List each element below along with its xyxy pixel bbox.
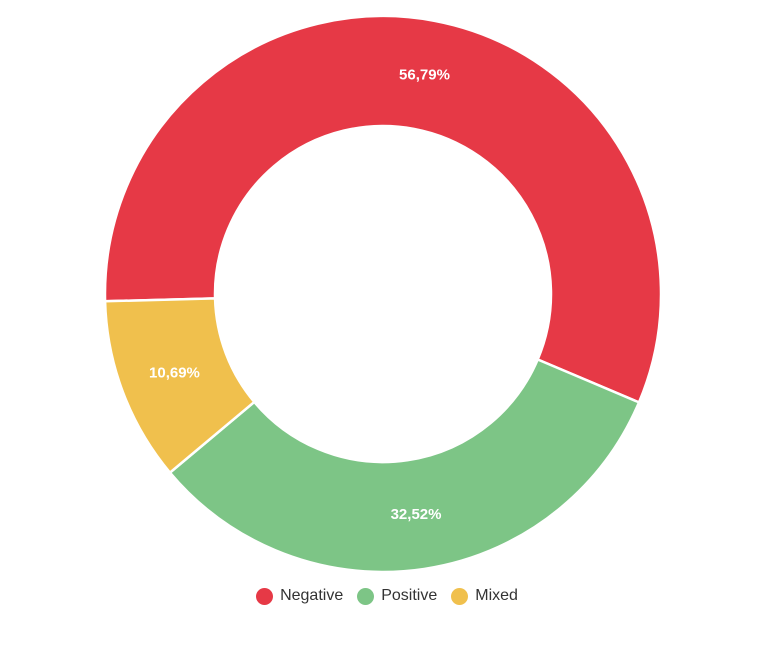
slice-positive[interactable] [168, 357, 641, 574]
legend-item-mixed[interactable]: Mixed [451, 587, 518, 605]
legend-label-positive: Positive [381, 587, 438, 604]
slice-label-negative: 56,79% [399, 66, 450, 83]
slice-negative[interactable] [103, 14, 663, 405]
legend-item-positive[interactable]: Positive [357, 587, 437, 605]
legend-swatch-mixed [451, 587, 469, 605]
legend-label-negative: Negative [280, 587, 344, 604]
slice-label-mixed: 10,69% [149, 364, 200, 381]
legend-swatch-negative [256, 587, 274, 605]
slice-labels-group: 56,79% 32,52% 10,69% [149, 66, 450, 523]
slices-group [103, 14, 663, 574]
legend-item-negative[interactable]: Negative [256, 587, 343, 605]
legend-label-mixed: Mixed [475, 587, 518, 604]
slice-label-positive: 32,52% [391, 506, 442, 523]
legend-swatch-positive [357, 587, 375, 605]
slice-mixed[interactable] [103, 297, 257, 475]
legend: Negative Positive Mixed [0, 584, 766, 608]
donut-chart-svg: 56,79% 32,52% 10,69% [103, 14, 663, 574]
